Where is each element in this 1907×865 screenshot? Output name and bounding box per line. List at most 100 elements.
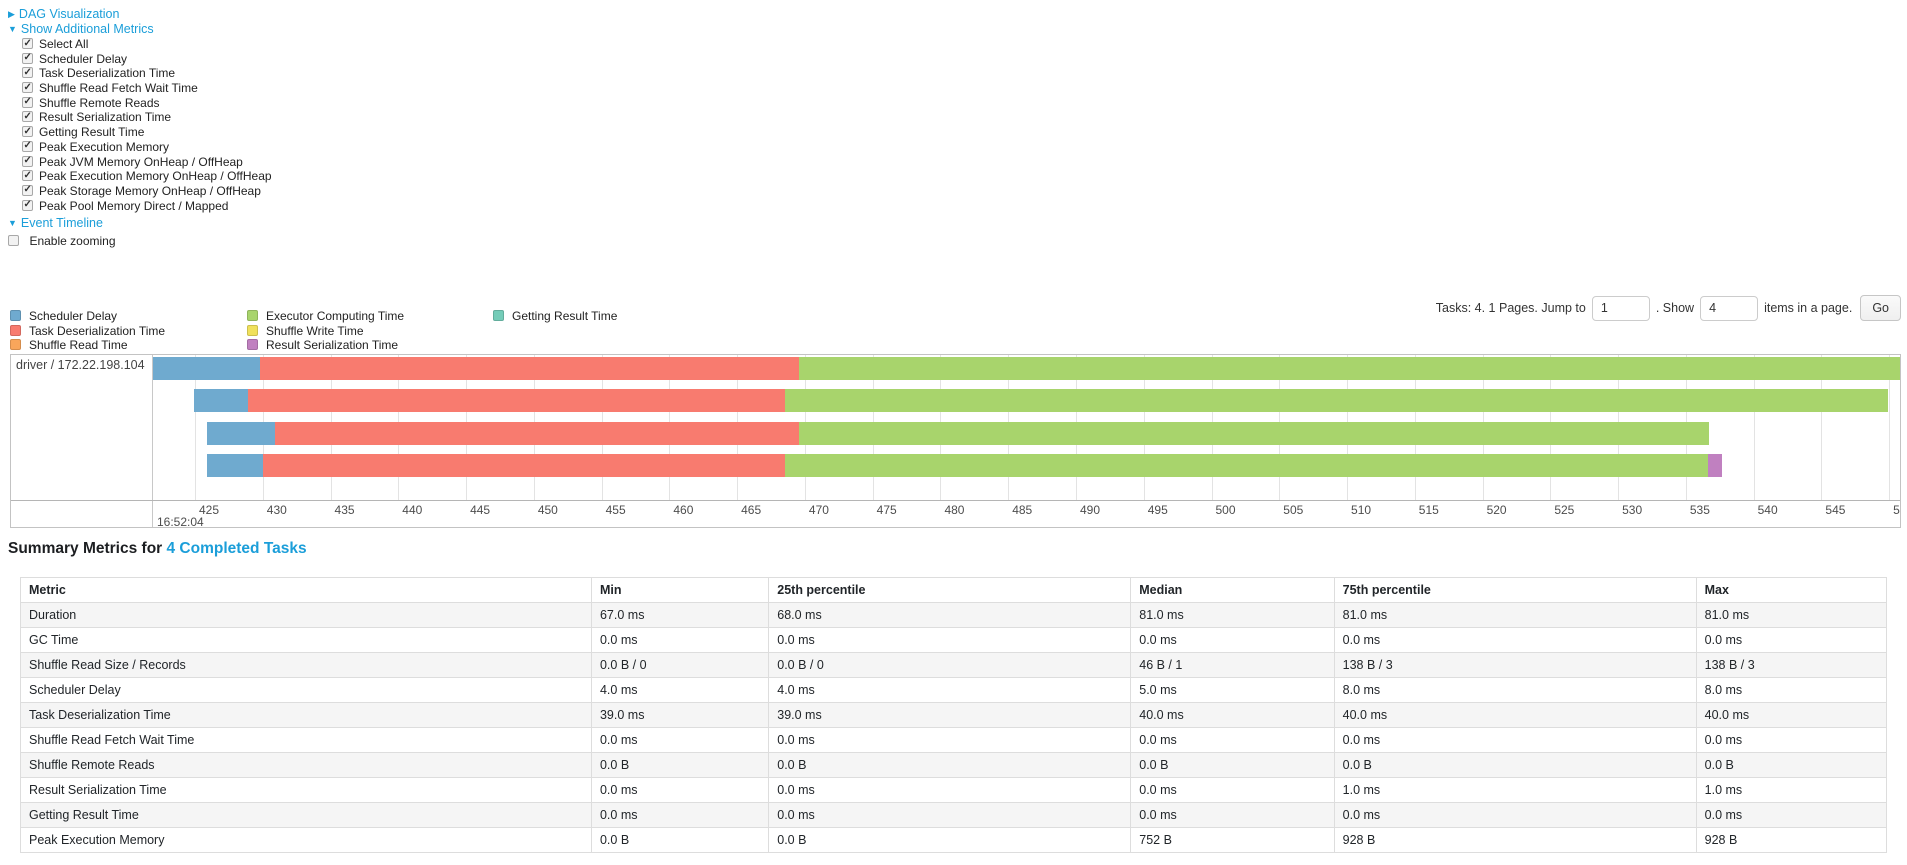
enable-zooming-label[interactable]: Enable zooming xyxy=(29,234,116,248)
table-header-cell: 25th percentile xyxy=(768,577,1132,603)
metric-checkbox[interactable] xyxy=(22,82,33,94)
go-button[interactable]: Go xyxy=(1860,295,1901,321)
timeline-task-bar-executor-computing[interactable] xyxy=(784,389,1888,413)
timeline-tick-label: 545 xyxy=(1825,503,1846,517)
metric-checkbox[interactable] xyxy=(22,38,33,49)
timeline-task-bar-task-deserialization[interactable] xyxy=(247,389,785,413)
timeline-task-bar-scheduler-delay[interactable] xyxy=(207,454,263,478)
expanded-arrow-icon: ▼ xyxy=(8,218,17,228)
dag-visualization-toggle[interactable]: ▶ DAG Visualization xyxy=(8,7,119,21)
metric-checkbox[interactable] xyxy=(22,199,33,211)
show-additional-metrics-label[interactable]: Show Additional Metrics xyxy=(20,22,154,36)
metric-value-cell: 67.0 ms xyxy=(590,602,770,628)
table-header-cell: Metric xyxy=(20,577,592,603)
metric-name-cell: Shuffle Read Fetch Wait Time xyxy=(20,727,592,753)
metric-value-cell: 0.0 ms xyxy=(1695,802,1888,828)
metric-checkbox-item: Task Deserialization Time xyxy=(22,66,272,81)
event-timeline-toggle[interactable]: ▼ Event Timeline xyxy=(8,216,103,230)
metric-checkbox[interactable] xyxy=(22,111,33,123)
completed-tasks-link[interactable]: 4 Completed Tasks xyxy=(166,540,307,557)
metric-value-cell: 752 B xyxy=(1130,827,1335,853)
metric-value-cell: 46 B / 1 xyxy=(1130,652,1335,678)
timeline-task-bar-task-deserialization[interactable] xyxy=(274,421,800,445)
timeline-task-bar-result-serialization[interactable] xyxy=(1707,454,1723,478)
jump-to-page-input[interactable] xyxy=(1591,295,1650,321)
metric-value-cell: 0.0 ms xyxy=(768,802,1132,828)
scheduler_delay-legend-chip-icon xyxy=(10,310,21,321)
table-row: Task Deserialization Time 39.0 ms 39.0 ms 4… xyxy=(20,702,1888,728)
show-additional-metrics-toggle[interactable]: ▼ Show Additional Metrics xyxy=(8,22,154,36)
metric-checkbox[interactable] xyxy=(22,52,33,64)
metric-checkbox-label[interactable]: Peak JVM Memory OnHeap / OffHeap xyxy=(39,154,243,169)
timeline-task-bar-scheduler-delay[interactable] xyxy=(193,389,248,413)
metric-name-cell: Peak Execution Memory xyxy=(20,827,592,853)
table-header-cell: Max xyxy=(1695,577,1888,603)
metric-checkbox[interactable] xyxy=(22,170,33,182)
metric-value-cell: 8.0 ms xyxy=(1333,677,1697,703)
legend-item-label: Getting Result Time xyxy=(512,309,618,323)
timeline-tick-label: 510 xyxy=(1351,503,1372,517)
metric-checkbox-label[interactable]: Result Serialization Time xyxy=(39,110,172,125)
metric-checkbox-label[interactable]: Getting Result Time xyxy=(39,125,145,140)
metric-checkbox-item: Peak Execution Memory OnHeap / OffHeap xyxy=(22,169,272,184)
metric-checkbox-item: Getting Result Time xyxy=(22,125,272,140)
collapsed-arrow-icon: ▶ xyxy=(8,9,15,19)
metric-checkbox[interactable] xyxy=(22,140,33,152)
table-row: Shuffle Remote Reads 0.0 B 0.0 B 0.0 B 0.0 B… xyxy=(20,752,1888,778)
legend-item: Executor Computing Time xyxy=(247,309,493,324)
metric-checkbox-item: Select All xyxy=(22,37,272,52)
metric-checkbox[interactable] xyxy=(22,184,33,196)
legend-item: Shuffle Read Time xyxy=(10,338,247,353)
table-row: Peak Execution Memory 0.0 B 0.0 B 752 B 928 … xyxy=(20,827,1888,853)
metric-checkbox-label[interactable]: Scheduler Delay xyxy=(39,51,128,66)
timeline-task-bar-executor-computing[interactable] xyxy=(799,357,1900,380)
metric-value-cell: 39.0 ms xyxy=(590,702,770,728)
timeline-task-bar-task-deserialization[interactable] xyxy=(260,357,800,380)
metric-checkbox-label[interactable]: Shuffle Remote Reads xyxy=(39,95,160,110)
metric-value-cell: 0.0 B xyxy=(590,752,770,778)
metric-value-cell: 138 B / 3 xyxy=(1333,652,1697,678)
enable-zooming-checkbox[interactable] xyxy=(8,235,19,246)
metric-checkbox-label[interactable]: Shuffle Read Fetch Wait Time xyxy=(39,81,198,96)
event-timeline-label[interactable]: Event Timeline xyxy=(20,216,103,230)
timeline-task-bar-executor-computing[interactable] xyxy=(784,454,1708,478)
metric-checkbox[interactable] xyxy=(22,126,33,138)
metric-checkbox-label[interactable]: Select All xyxy=(39,37,89,51)
metric-checkbox[interactable] xyxy=(22,155,33,167)
metric-value-cell: 0.0 ms xyxy=(1695,627,1888,653)
metric-checkbox[interactable] xyxy=(22,96,33,108)
metric-name-cell: Shuffle Read Size / Records xyxy=(20,652,592,678)
timeline-task-bar-scheduler-delay[interactable] xyxy=(207,421,275,445)
metric-checkbox-item: Scheduler Delay xyxy=(22,52,272,67)
metric-value-cell: 0.0 ms xyxy=(1333,727,1697,753)
metric-checkbox-label[interactable]: Peak Pool Memory Direct / Mapped xyxy=(39,198,229,213)
metric-checkbox-label[interactable]: Peak Storage Memory OnHeap / OffHeap xyxy=(39,183,261,198)
table-body: Duration 67.0 ms 68.0 ms 81.0 ms 81.0 ms 81.0… xyxy=(20,602,1888,853)
metric-value-cell: 0.0 ms xyxy=(1130,802,1335,828)
metric-value-cell: 0.0 B xyxy=(590,827,770,853)
metric-checkbox-item: Result Serialization Time xyxy=(22,110,272,125)
items-per-page-input[interactable] xyxy=(1700,295,1759,321)
timeline-task-bar-task-deserialization[interactable] xyxy=(262,454,785,478)
metric-checkbox-label[interactable]: Peak Execution Memory OnHeap / OffHeap xyxy=(39,169,272,184)
timeline-tick-label: 455 xyxy=(605,503,626,517)
timeline-tick-label: 550 xyxy=(1893,503,1900,517)
timeline-tick-label: 450 xyxy=(537,503,558,517)
timeline-tick-label: 425 xyxy=(199,503,220,517)
shuffle_read-legend-chip-icon xyxy=(10,339,21,350)
dag-visualization-label[interactable]: DAG Visualization xyxy=(18,7,120,21)
legend-item: Scheduler Delay xyxy=(10,309,247,324)
timeline-task-bar-executor-computing[interactable] xyxy=(799,421,1709,445)
metric-value-cell: 4.0 ms xyxy=(768,677,1132,703)
table-row: Scheduler Delay 4.0 ms 4.0 ms 5.0 ms 8.0 ms 8… xyxy=(20,677,1888,703)
timeline-task-bar-scheduler-delay[interactable] xyxy=(153,357,261,380)
metric-checkbox[interactable] xyxy=(22,67,33,79)
metric-value-cell: 39.0 ms xyxy=(768,702,1132,728)
metric-checkbox-label[interactable]: Peak Execution Memory xyxy=(39,139,170,154)
summary-metrics-table: Metric Min 25th percentile Median 75th perce… xyxy=(20,577,1888,853)
legend-item-label: Task Deserialization Time xyxy=(29,323,166,338)
timeline-gridline xyxy=(1753,355,1755,500)
metric-value-cell: 0.0 ms xyxy=(590,727,770,753)
metric-checkbox-label[interactable]: Task Deserialization Time xyxy=(39,66,176,81)
metric-value-cell: 0.0 B xyxy=(768,827,1132,853)
